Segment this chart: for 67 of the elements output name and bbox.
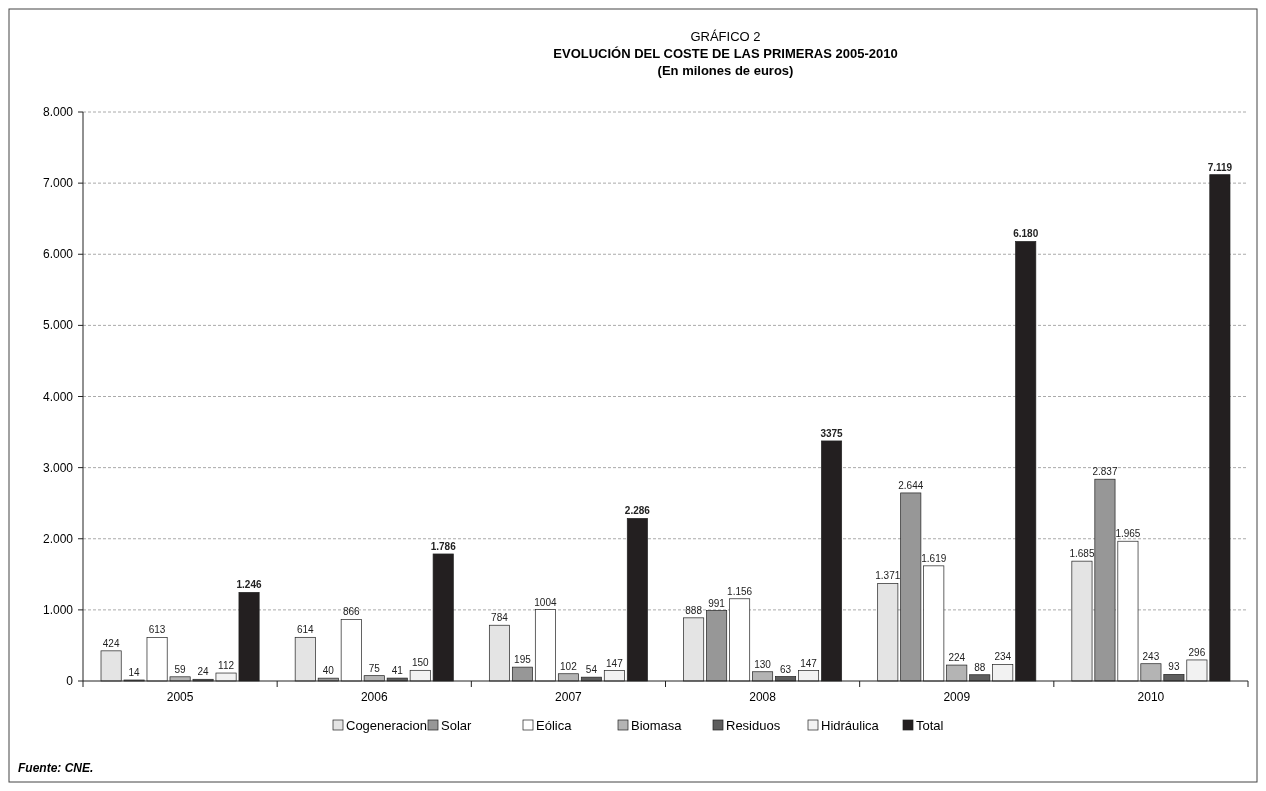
data-label: 102	[560, 660, 578, 672]
y-tick-label: 7.000	[42, 176, 74, 191]
data-label: 866	[342, 606, 361, 618]
data-label: 1.619	[921, 552, 947, 564]
data-label: 7.119	[1207, 161, 1233, 173]
y-tick-label: 8.000	[42, 105, 74, 119]
data-label: 1.156	[727, 585, 753, 597]
data-label: 2.644	[898, 479, 924, 491]
data-label: 40	[322, 665, 335, 677]
legend-label: Eólica	[536, 718, 573, 733]
data-label: 1.786	[430, 540, 457, 552]
y-tick-label: 6.000	[42, 247, 74, 262]
data-label: 1.965	[1115, 528, 1141, 540]
data-label: 63	[780, 663, 792, 675]
data-label: 296	[1188, 646, 1206, 658]
data-label: 1.371	[875, 570, 901, 582]
data-label: 1004	[534, 596, 557, 608]
legend-label: Biomasa	[631, 718, 683, 733]
legend-label: Total	[916, 718, 944, 733]
source-note: Fuente: CNE.	[18, 761, 94, 775]
legend-label: Hidráulica	[821, 718, 880, 733]
data-label: 112	[218, 660, 235, 672]
data-label: 224	[948, 652, 966, 664]
data-label: 991	[708, 597, 726, 609]
data-label: 1.685	[1069, 548, 1095, 560]
data-label: 888	[685, 604, 703, 616]
data-label: 784	[491, 612, 509, 624]
y-tick-label: 3.000	[42, 460, 74, 475]
data-label: 2.286	[624, 505, 651, 517]
chart-subtitle: EVOLUCIÓN DEL COSTE DE LAS PRIMERAS 2005-2010 (En milones de euros)	[553, 46, 898, 78]
x-tick-label: 2010	[1137, 690, 1165, 704]
data-label: 6.180	[1013, 228, 1039, 240]
x-tick-label: 2009	[943, 690, 971, 704]
data-label: 243	[1142, 650, 1160, 662]
x-tick-label: 2008	[749, 690, 777, 704]
data-label: 234	[994, 651, 1012, 663]
data-label: 3375	[820, 427, 844, 439]
data-label: 150	[411, 657, 430, 669]
legend-label: Cogeneracion	[346, 718, 427, 733]
data-label: 88	[974, 661, 986, 673]
data-label: 613	[148, 624, 166, 636]
data-label: 147	[606, 657, 624, 669]
data-label: 14	[128, 667, 141, 678]
x-tick-label: 2005	[166, 690, 194, 704]
y-tick-label: 0	[66, 674, 74, 688]
data-label: 2.837	[1092, 466, 1118, 478]
data-label: 59	[174, 663, 187, 675]
data-label: 41	[391, 665, 404, 677]
data-label: 424	[102, 637, 120, 649]
y-tick-label: 5.000	[42, 318, 74, 333]
data-label: 147	[800, 657, 818, 669]
data-label: 24	[197, 666, 210, 678]
data-label: 54	[585, 664, 598, 676]
data-label: 1.246	[236, 579, 262, 591]
x-tick-label: 2007	[555, 690, 583, 704]
data-label: 130	[754, 658, 772, 670]
chart-title: GRÁFICO 2	[690, 29, 761, 44]
y-tick-label: 2.000	[42, 531, 74, 546]
data-label: 93	[1168, 661, 1180, 673]
legend-label: Residuos	[726, 718, 781, 733]
data-label: 614	[296, 624, 315, 636]
x-tick-label: 2006	[360, 690, 388, 704]
data-label: 195	[514, 654, 532, 666]
legend-label: Solar	[441, 718, 473, 733]
y-tick-label: 4.000	[42, 389, 74, 404]
y-tick-label: 1.000	[42, 602, 74, 617]
data-label: 75	[368, 662, 381, 674]
